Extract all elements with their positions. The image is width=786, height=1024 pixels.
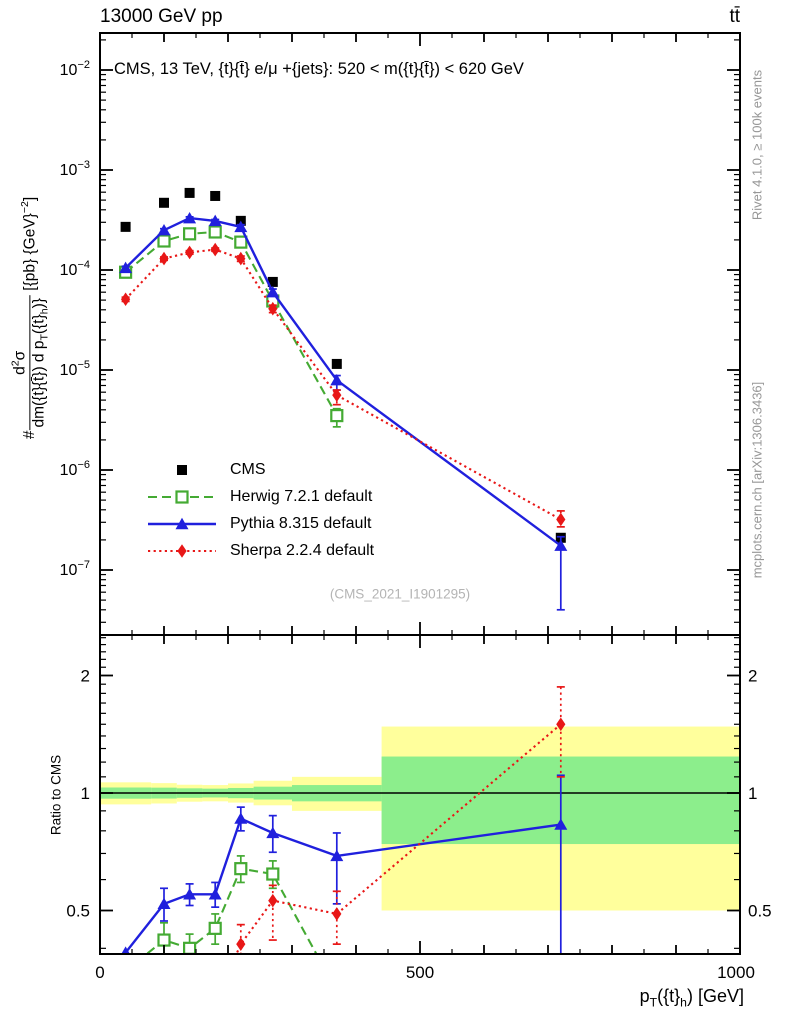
series-herwig-7-2-1-default [118, 225, 344, 428]
ratio-y-tick-label: 2 [81, 667, 90, 686]
ylabel-fraction: d2σ dm({t}{t̄}) d pT({t}h)} [9, 295, 51, 431]
legend-item: Pythia 8.315 default [146, 510, 374, 537]
series-sherpa-2-2-4-default [121, 242, 566, 528]
main-y-tick-label: 10−3 [60, 159, 90, 179]
main-panel-series [118, 187, 568, 611]
analysis-watermark: (CMS_2021_I1901295) [329, 586, 471, 602]
main-y-tick-label: 10−6 [60, 459, 90, 479]
header-process: tt̄ [729, 6, 740, 27]
legend: CMS Herwig 7.2.1 default Pythia 8.315 defa… [146, 456, 374, 564]
x-tick-label: 500 [406, 963, 434, 982]
x-axis-label: pT({t}h) [GeV] [639, 986, 744, 1010]
rivet-version-note: Rivet 4.1.0, ≥ 100k events [749, 69, 765, 221]
ratio-y-tick-label: 2 [748, 667, 757, 686]
legend-item: CMS [146, 456, 374, 483]
ylabel-units: [{pb} {GeV}−2] [18, 196, 39, 296]
legend-marker-square-filled [177, 464, 187, 475]
main-y-tick-label: 10−2 [60, 59, 90, 79]
plot-title-annotation: CMS, 13 TeV, {t}{t̄} e/μ +{jets}: 520 < … [114, 60, 524, 78]
y-axis-label-main: # d2σ dm({t}{t̄}) d pT({t}h)} [{pb} {GeV}−… [9, 196, 51, 440]
axis-ticks [99, 33, 741, 954]
main-y-tick-label: 10−5 [60, 359, 90, 379]
ratio-y-tick-label: 0.5 [66, 902, 90, 921]
x-tick-label: 0 [95, 963, 104, 982]
legend-marker-triangle-filled [148, 517, 216, 529]
ratio-y-tick-label: 1 [81, 784, 90, 803]
series-sherpa-2-2-4-default [235, 686, 566, 954]
legend-marker-square-open [148, 489, 216, 504]
series-herwig-7-2-1-default [145, 855, 318, 954]
ratio-panel-series [121, 686, 568, 954]
main-y-tick-label: 10−4 [60, 259, 90, 279]
legend-item: Herwig 7.2.1 default [146, 483, 374, 510]
ratio-y-tick-label: 1 [748, 784, 757, 803]
ratio-uncertainty-bands [100, 726, 740, 911]
series-pythia-8-315-default [119, 211, 568, 611]
ratio-y-tick-label: 0.5 [748, 902, 772, 921]
main-y-tick-label: 10−7 [60, 559, 90, 579]
legend-item: Sherpa 2.2.4 default [146, 537, 374, 564]
legend-label: Pythia 8.315 default [230, 514, 372, 532]
legend-label: Sherpa 2.2.4 default [230, 541, 375, 559]
ylabel-prefix: # [21, 430, 39, 440]
x-tick-label: 1000 [717, 963, 755, 982]
mcplots-arxiv-note: mcplots.cern.ch [arXiv:1306.3436] [749, 381, 765, 579]
y-axis-label-ratio: Ratio to CMS [48, 754, 64, 836]
header-beam-energy: 13000 GeV pp [100, 6, 223, 27]
legend-label: CMS [230, 460, 266, 478]
legend-label: Herwig 7.2.1 default [230, 487, 373, 505]
legend-marker-diamond-filled [148, 543, 216, 558]
